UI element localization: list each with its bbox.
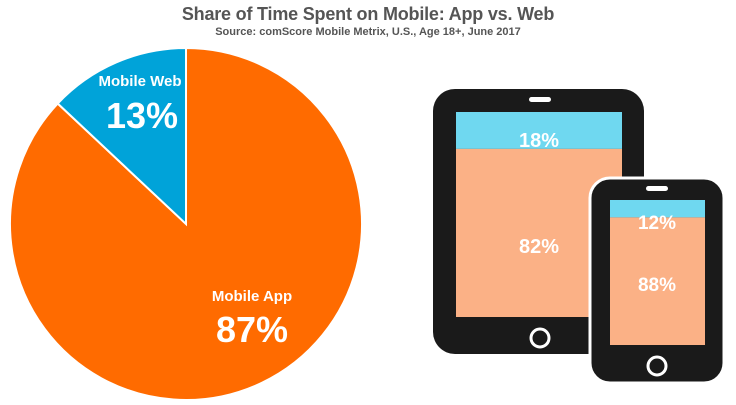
phone-web-segment <box>610 200 705 218</box>
tablet-web-segment <box>456 112 622 149</box>
phone-app-label: 88% <box>638 275 676 296</box>
pie-chart: Mobile Web 13% Mobile App 87% <box>9 46 363 401</box>
tablet-home-button <box>529 327 551 349</box>
pie-slice-mobile-web <box>56 46 187 227</box>
tablet-web-label: 18% <box>519 130 559 152</box>
phone-home-button <box>646 355 668 377</box>
chart-title: Share of Time Spent on Mobile: App vs. W… <box>181 4 555 24</box>
tablet-app-label: 82% <box>519 236 559 258</box>
phone-speaker <box>646 186 668 191</box>
pie-label-web-name: Mobile Web <box>98 73 181 90</box>
pie-label-web-value: 13% <box>106 95 178 136</box>
smartphone-device: 12% 88% <box>588 176 726 385</box>
tablet-speaker <box>529 97 551 102</box>
pie-label-app-name: Mobile App <box>212 288 292 305</box>
phone-app-segment <box>610 217 705 345</box>
pie-slice-mobile-app <box>9 46 363 401</box>
pie-label-app-value: 87% <box>216 309 288 350</box>
phone-web-label: 12% <box>638 213 676 234</box>
chart-subtitle: Source: comScore Mobile Metrix, U.S., Ag… <box>215 26 521 38</box>
